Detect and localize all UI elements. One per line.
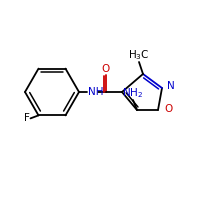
Text: O: O xyxy=(164,104,172,114)
Text: F: F xyxy=(24,113,29,123)
Text: NH: NH xyxy=(88,87,104,97)
Text: NH$_2$: NH$_2$ xyxy=(122,86,144,100)
Text: N: N xyxy=(167,81,175,91)
Text: H$_3$C: H$_3$C xyxy=(128,48,150,62)
Text: O: O xyxy=(102,64,110,74)
